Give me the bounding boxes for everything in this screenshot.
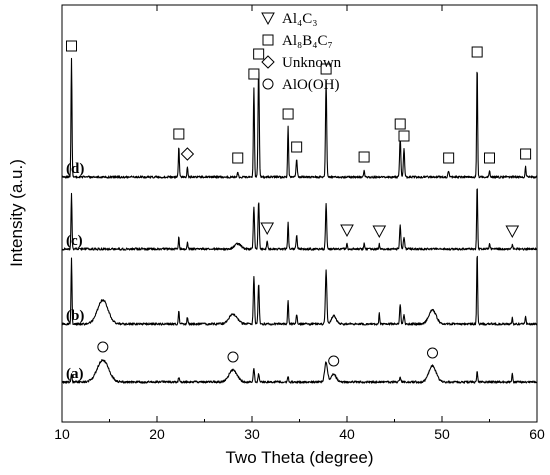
x-tick-label-50: 50 [434, 426, 450, 442]
series-label-d: (d) [66, 161, 84, 177]
series-label-c: (c) [66, 233, 83, 249]
triangle-down-marker-6 [372, 225, 387, 239]
diamond-marker-10 [180, 147, 195, 161]
legend-label-al4c3: Al₄C₃ [282, 11, 317, 27]
x-axis-title: Two Theta (degree) [225, 448, 373, 467]
square-marker-23 [520, 148, 532, 160]
legend-label-al8b4c7: Al₈B₄C₇ [282, 33, 333, 49]
square-marker-12 [248, 68, 260, 80]
x-tick-label-60: 60 [529, 426, 545, 442]
series-a-line [61, 359, 538, 384]
circle-marker-1 [227, 351, 239, 363]
series-label-a: (a) [66, 366, 84, 382]
x-tick-label-10: 10 [54, 426, 70, 442]
x-tick-label-20: 20 [149, 426, 165, 442]
legend-circle-icon [262, 78, 274, 90]
square-marker-18 [394, 118, 406, 130]
square-marker-22 [484, 152, 495, 164]
x-tick-label-40: 40 [339, 426, 355, 442]
series-d-line [61, 57, 538, 179]
legend-diamond-icon [261, 55, 275, 69]
square-marker-20 [443, 152, 455, 164]
series-c-line [61, 188, 538, 251]
circle-marker-2 [328, 355, 340, 367]
series-b-line [61, 255, 538, 326]
triangle-down-marker-5 [340, 224, 354, 238]
square-marker-14 [282, 108, 294, 120]
square-marker-21 [471, 46, 483, 58]
xrd-traces: (a) (b) (c) (d) [61, 57, 538, 384]
y-axis-title: Intensity (a.u.) [7, 159, 26, 267]
legend: Al₄C₃ Al₈B₄C₇ Unknown AlO(OH) [261, 11, 342, 93]
square-marker-8 [66, 40, 77, 52]
square-marker-19 [398, 130, 410, 142]
square-marker-16 [320, 63, 332, 75]
legend-triangle-down-icon [261, 12, 275, 26]
circle-marker-0 [97, 341, 109, 353]
legend-square-icon [262, 34, 274, 46]
triangle-down-marker-7 [505, 225, 520, 239]
square-marker-11 [232, 152, 244, 164]
x-axis-ticks: 10 20 30 40 50 60 [54, 5, 545, 442]
series-label-b: (b) [66, 308, 84, 324]
square-marker-13 [253, 48, 265, 60]
x-tick-label-30: 30 [244, 426, 260, 442]
square-marker-15 [291, 141, 303, 153]
circle-marker-3 [427, 347, 438, 359]
phase-markers [66, 40, 532, 367]
square-marker-17 [358, 151, 370, 163]
triangle-down-marker-4 [260, 222, 275, 236]
legend-label-alo-oh: AlO(OH) [282, 77, 340, 93]
square-marker-9 [173, 128, 185, 140]
legend-label-unknown: Unknown [282, 55, 342, 71]
